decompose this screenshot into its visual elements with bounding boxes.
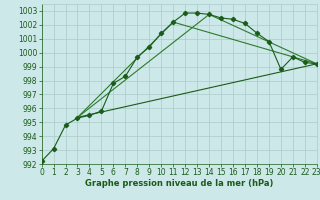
X-axis label: Graphe pression niveau de la mer (hPa): Graphe pression niveau de la mer (hPa) bbox=[85, 179, 273, 188]
